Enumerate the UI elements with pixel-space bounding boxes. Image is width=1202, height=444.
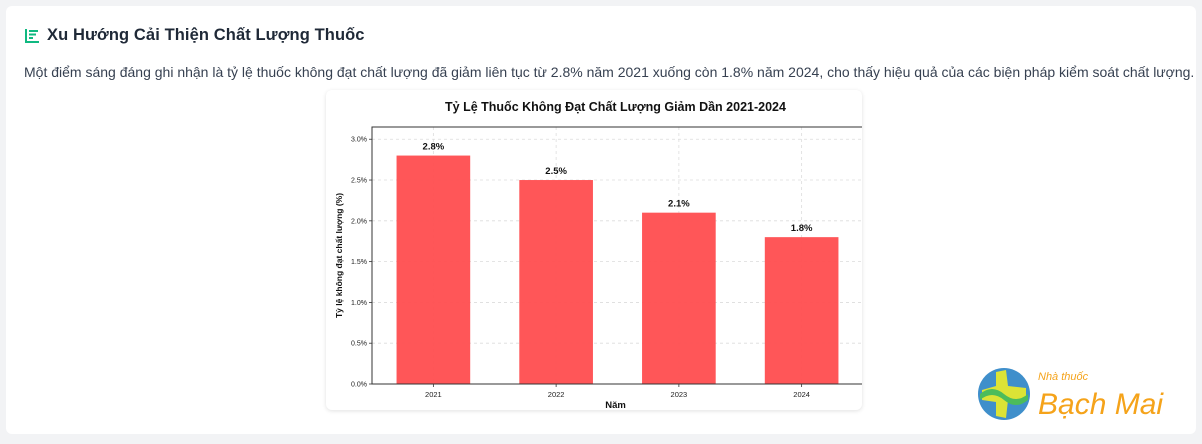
y-tick-label: 3.0%: [351, 137, 367, 144]
x-tick-label: 2021: [425, 390, 442, 399]
bar-2023: [642, 212, 716, 384]
data-label: 1.8%: [791, 223, 813, 234]
x-tick-label: 2022: [548, 390, 565, 399]
data-label: 2.8%: [423, 142, 445, 153]
bar-2021: [396, 155, 471, 384]
y-tick-label: 2.0%: [351, 218, 367, 225]
x-tick-label: 2023: [671, 390, 688, 399]
y-axis-label: Tỷ lệ không đạt chất lượng (%): [334, 193, 344, 318]
section-header: Xu Hướng Cải Thiện Chất Lượng Thuốc: [24, 26, 365, 45]
data-label: 2.5%: [545, 166, 567, 177]
x-tick-label: 2024: [793, 390, 810, 399]
logo-brand-text: Bạch Mai: [1038, 388, 1164, 421]
bar-chart: Tỷ Lệ Thuốc Không Đạt Chất Lượng Giảm Dầ…: [334, 100, 862, 410]
y-tick-label: 2.5%: [351, 178, 367, 185]
bar-2024: [764, 237, 839, 384]
x-axis-label: Năm: [605, 400, 626, 410]
logo-small-text: Nhà thuốc: [1038, 371, 1089, 383]
plot-frame: [371, 126, 862, 385]
pharmacy-logo: Nhà thuốc Bạch Mai: [978, 368, 1164, 421]
bar-chart-icon: [24, 28, 40, 44]
y-tick-label: 1.5%: [351, 259, 367, 266]
section-title: Xu Hướng Cải Thiện Chất Lượng Thuốc: [47, 26, 365, 44]
y-tick-label: 0.0%: [351, 382, 367, 389]
y-tick-label: 1.0%: [351, 300, 367, 307]
chart-title: Tỷ Lệ Thuốc Không Đạt Chất Lượng Giảm Dầ…: [445, 100, 786, 114]
section-description: Một điểm sáng đáng ghi nhận là tỷ lệ thu…: [24, 64, 1195, 80]
chart-container: Tỷ Lệ Thuốc Không Đạt Chất Lượng Giảm Dầ…: [326, 90, 862, 410]
bar-2022: [519, 180, 593, 384]
data-label: 2.1%: [668, 199, 690, 210]
y-tick-label: 0.5%: [351, 341, 367, 348]
